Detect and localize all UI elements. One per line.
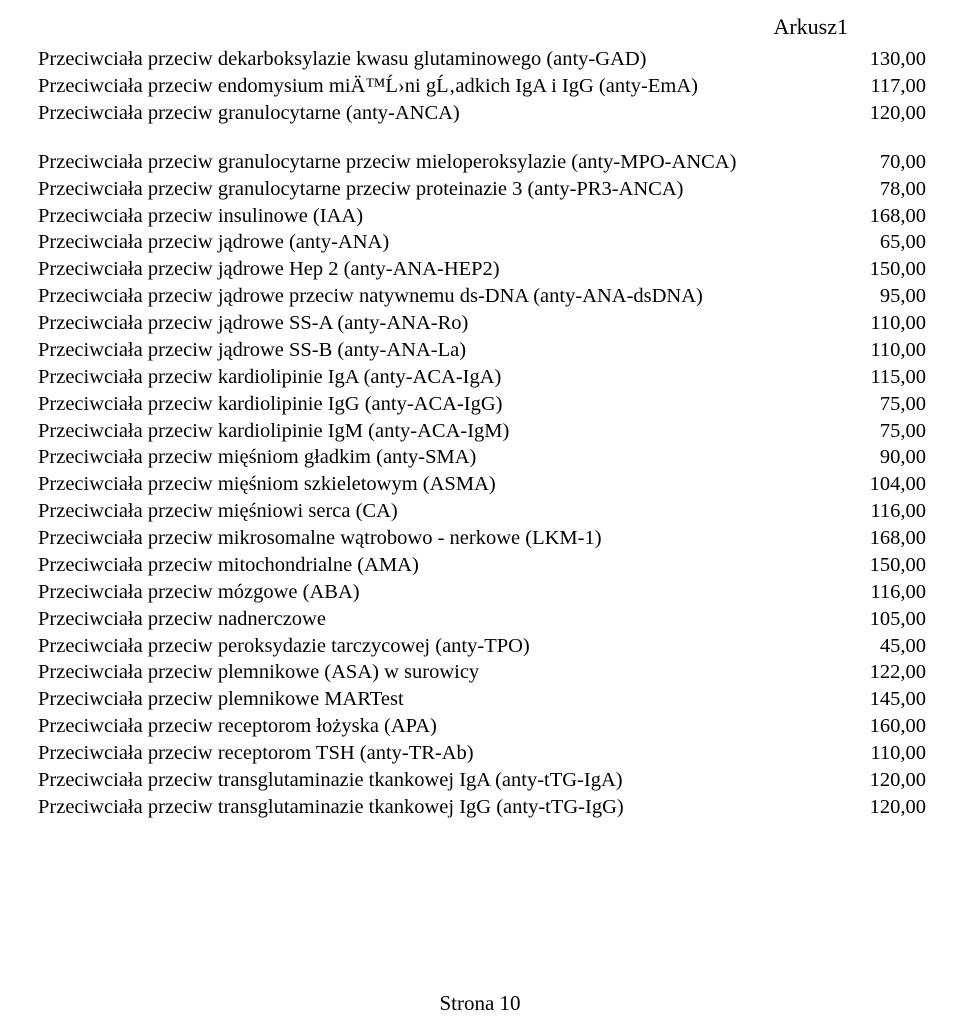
description-cell: Przeciwciała przeciw dekarboksylazie kwa… <box>38 46 833 73</box>
description-cell: Przeciwciała przeciw transglutaminazie t… <box>38 794 833 821</box>
description-cell: Przeciwciała przeciw transglutaminazie t… <box>38 767 833 794</box>
table-row: Przeciwciała przeciw mózgowe (ABA)116,00 <box>38 579 928 606</box>
table-row: Przeciwciała przeciw jądrowe SS-A (anty-… <box>38 310 928 337</box>
price-table: Przeciwciała przeciw dekarboksylazie kwa… <box>38 46 928 821</box>
description-cell: Przeciwciała przeciw jądrowe SS-A (anty-… <box>38 310 833 337</box>
description-cell: Przeciwciała przeciw granulocytarne (ant… <box>38 100 833 127</box>
value-cell: 150,00 <box>833 552 928 579</box>
description-cell: Przeciwciała przeciw jądrowe (anty-ANA) <box>38 229 833 256</box>
table-row: Przeciwciała przeciw plemnikowe (ASA) w … <box>38 659 928 686</box>
value-cell: 104,00 <box>833 471 928 498</box>
table-row: Przeciwciała przeciw granulocytarne prze… <box>38 176 928 203</box>
description-cell: Przeciwciała przeciw jądrowe Hep 2 (anty… <box>38 256 833 283</box>
table-spacer-row <box>38 127 928 149</box>
table-row: Przeciwciała przeciw granulocytarne prze… <box>38 149 928 176</box>
value-cell: 168,00 <box>833 525 928 552</box>
description-cell: Przeciwciała przeciw mięśniowi serca (CA… <box>38 498 833 525</box>
value-cell: 160,00 <box>833 713 928 740</box>
table-row: Przeciwciała przeciw mikrosomalne wątrob… <box>38 525 928 552</box>
spacer-cell <box>38 127 928 149</box>
sheet-label: Arkusz1 <box>38 14 928 40</box>
value-cell: 110,00 <box>833 740 928 767</box>
value-cell: 150,00 <box>833 256 928 283</box>
table-row: Przeciwciała przeciw jądrowe (anty-ANA)6… <box>38 229 928 256</box>
description-cell: Przeciwciała przeciw mięśniom gładkim (a… <box>38 444 833 471</box>
value-cell: 120,00 <box>833 100 928 127</box>
value-cell: 90,00 <box>833 444 928 471</box>
description-cell: Przeciwciała przeciw endomysium miÄ™Ĺ›ni… <box>38 73 833 100</box>
table-row: Przeciwciała przeciw kardiolipinie IgG (… <box>38 391 928 418</box>
table-row: Przeciwciała przeciw kardiolipinie IgM (… <box>38 417 928 444</box>
description-cell: Przeciwciała przeciw kardiolipinie IgA (… <box>38 364 833 391</box>
table-row: Przeciwciała przeciw receptorom TSH (ant… <box>38 740 928 767</box>
description-cell: Przeciwciała przeciw nadnerczowe <box>38 606 833 633</box>
value-cell: 75,00 <box>833 417 928 444</box>
price-table-body: Przeciwciała przeciw dekarboksylazie kwa… <box>38 46 928 821</box>
value-cell: 120,00 <box>833 794 928 821</box>
description-cell: Przeciwciała przeciw granulocytarne prze… <box>38 176 833 203</box>
table-row: Przeciwciała przeciw transglutaminazie t… <box>38 794 928 821</box>
table-row: Przeciwciała przeciw mięśniom szkieletow… <box>38 471 928 498</box>
description-cell: Przeciwciała przeciw mitochondrialne (AM… <box>38 552 833 579</box>
value-cell: 110,00 <box>833 310 928 337</box>
value-cell: 115,00 <box>833 364 928 391</box>
value-cell: 105,00 <box>833 606 928 633</box>
description-cell: Przeciwciała przeciw plemnikowe (ASA) w … <box>38 659 833 686</box>
value-cell: 95,00 <box>833 283 928 310</box>
description-cell: Przeciwciała przeciw receptorom łożyska … <box>38 713 833 740</box>
table-row: Przeciwciała przeciw dekarboksylazie kwa… <box>38 46 928 73</box>
description-cell: Przeciwciała przeciw jądrowe przeciw nat… <box>38 283 833 310</box>
description-cell: Przeciwciała przeciw peroksydazie tarczy… <box>38 632 833 659</box>
description-cell: Przeciwciała przeciw mikrosomalne wątrob… <box>38 525 833 552</box>
table-row: Przeciwciała przeciw plemnikowe MARTest1… <box>38 686 928 713</box>
table-row: Przeciwciała przeciw granulocytarne (ant… <box>38 100 928 127</box>
value-cell: 110,00 <box>833 337 928 364</box>
value-cell: 130,00 <box>833 46 928 73</box>
description-cell: Przeciwciała przeciw mięśniom szkieletow… <box>38 471 833 498</box>
table-row: Przeciwciała przeciw jądrowe SS-B (anty-… <box>38 337 928 364</box>
value-cell: 120,00 <box>833 767 928 794</box>
table-row: Przeciwciała przeciw endomysium miÄ™Ĺ›ni… <box>38 73 928 100</box>
value-cell: 65,00 <box>833 229 928 256</box>
value-cell: 116,00 <box>833 498 928 525</box>
table-row: Przeciwciała przeciw mięśniowi serca (CA… <box>38 498 928 525</box>
description-cell: Przeciwciała przeciw plemnikowe MARTest <box>38 686 833 713</box>
page-footer: Strona 10 <box>0 991 960 1016</box>
value-cell: 78,00 <box>833 176 928 203</box>
table-row: Przeciwciała przeciw mitochondrialne (AM… <box>38 552 928 579</box>
table-row: Przeciwciała przeciw peroksydazie tarczy… <box>38 632 928 659</box>
value-cell: 70,00 <box>833 149 928 176</box>
value-cell: 117,00 <box>833 73 928 100</box>
table-row: Przeciwciała przeciw jądrowe Hep 2 (anty… <box>38 256 928 283</box>
table-row: Przeciwciała przeciw mięśniom gładkim (a… <box>38 444 928 471</box>
table-row: Przeciwciała przeciw nadnerczowe105,00 <box>38 606 928 633</box>
table-row: Przeciwciała przeciw insulinowe (IAA)168… <box>38 202 928 229</box>
description-cell: Przeciwciała przeciw insulinowe (IAA) <box>38 202 833 229</box>
table-row: Przeciwciała przeciw jądrowe przeciw nat… <box>38 283 928 310</box>
value-cell: 116,00 <box>833 579 928 606</box>
value-cell: 45,00 <box>833 632 928 659</box>
table-row: Przeciwciała przeciw receptorom łożyska … <box>38 713 928 740</box>
description-cell: Przeciwciała przeciw jądrowe SS-B (anty-… <box>38 337 833 364</box>
description-cell: Przeciwciała przeciw granulocytarne prze… <box>38 149 833 176</box>
description-cell: Przeciwciała przeciw kardiolipinie IgG (… <box>38 391 833 418</box>
table-row: Przeciwciała przeciw kardiolipinie IgA (… <box>38 364 928 391</box>
value-cell: 122,00 <box>833 659 928 686</box>
description-cell: Przeciwciała przeciw kardiolipinie IgM (… <box>38 417 833 444</box>
table-row: Przeciwciała przeciw transglutaminazie t… <box>38 767 928 794</box>
document-page: Arkusz1 Przeciwciała przeciw dekarboksyl… <box>0 0 960 1026</box>
description-cell: Przeciwciała przeciw mózgowe (ABA) <box>38 579 833 606</box>
value-cell: 145,00 <box>833 686 928 713</box>
value-cell: 75,00 <box>833 391 928 418</box>
description-cell: Przeciwciała przeciw receptorom TSH (ant… <box>38 740 833 767</box>
value-cell: 168,00 <box>833 202 928 229</box>
